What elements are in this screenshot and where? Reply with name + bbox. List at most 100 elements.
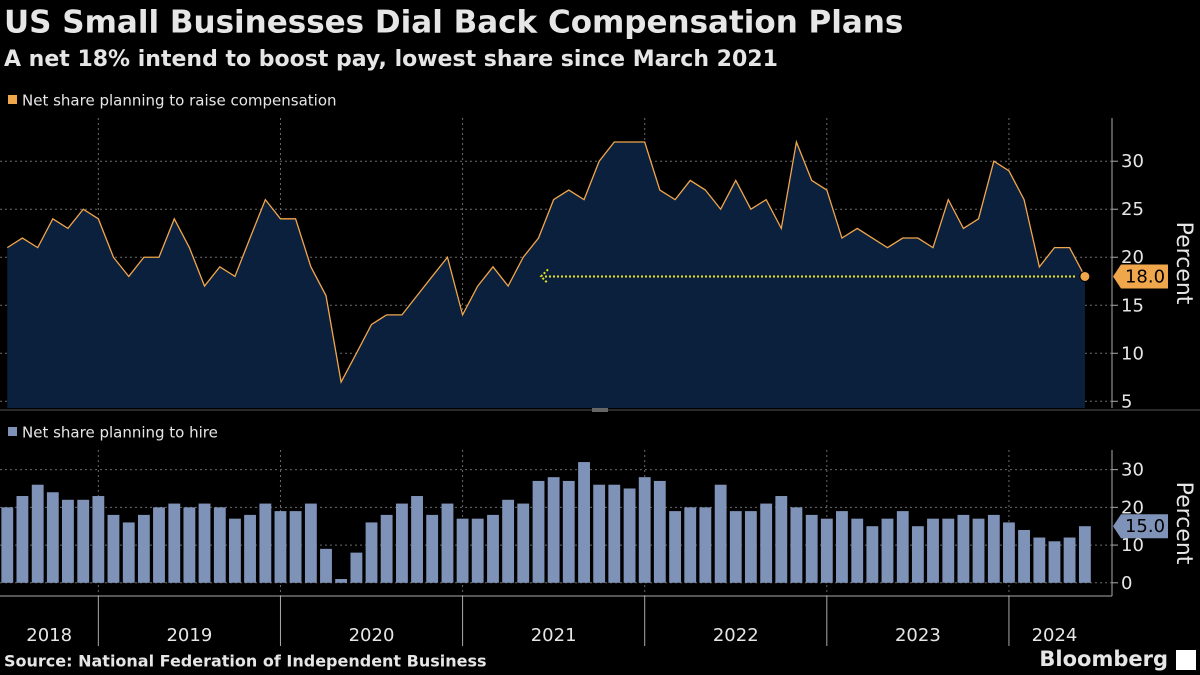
bar <box>289 511 302 583</box>
bar <box>1033 537 1046 583</box>
bar <box>547 477 560 583</box>
bar <box>229 518 241 583</box>
bar <box>335 579 348 583</box>
bar <box>836 511 848 583</box>
line <box>6 139 1086 385</box>
y-tick-label: 30 <box>1121 460 1144 481</box>
bar <box>775 496 788 583</box>
x-tick-label: 2023 <box>895 625 941 646</box>
y-tick-label: 5 <box>1121 391 1132 412</box>
chart-subtitle: A net 18% intend to boost pay, lowest sh… <box>4 47 778 72</box>
bar <box>942 518 955 583</box>
x-tick-label: 2024 <box>1032 625 1078 646</box>
last-point <box>1079 270 1091 282</box>
bar <box>365 522 378 583</box>
y-tick-label: 0 <box>1121 573 1132 594</box>
chart-title: US Small Businesses Dial Back Compensati… <box>4 5 903 41</box>
bar <box>851 518 864 583</box>
bar <box>760 503 773 583</box>
bar <box>471 518 484 583</box>
x-tick-label: 2020 <box>349 625 395 646</box>
bar <box>107 514 120 583</box>
bar <box>578 462 590 583</box>
bar <box>714 484 727 583</box>
value-label: 15.0 <box>1125 516 1165 537</box>
bar <box>213 507 226 583</box>
bar <box>927 518 939 583</box>
legend-swatch <box>8 427 17 436</box>
source-note: Source: National Federation of Independe… <box>4 652 487 671</box>
bar <box>987 514 1000 583</box>
bar <box>411 496 423 583</box>
legend-swatch <box>8 95 17 104</box>
bar <box>1078 526 1091 583</box>
bar <box>684 507 697 583</box>
bar <box>198 503 211 583</box>
bar <box>137 514 150 583</box>
bar <box>1003 522 1015 583</box>
bar <box>304 503 317 583</box>
bar <box>396 503 408 583</box>
bar <box>562 480 575 583</box>
x-tick-label: 2021 <box>531 625 577 646</box>
bar <box>441 503 454 583</box>
y-tick-label: 30 <box>1121 151 1144 172</box>
bar <box>320 548 332 583</box>
bar <box>77 499 90 583</box>
bar <box>866 526 879 583</box>
bar <box>820 518 833 583</box>
bar <box>183 507 196 583</box>
bar <box>881 518 894 583</box>
y-tick-label: 15 <box>1121 295 1144 316</box>
y-tick-label: 10 <box>1121 535 1144 556</box>
bar <box>1048 541 1061 583</box>
bar <box>517 503 530 583</box>
bar <box>62 499 74 583</box>
y-tick-label: 20 <box>1121 497 1144 518</box>
value-label-box <box>1113 264 1168 289</box>
bar <box>1018 529 1030 583</box>
bar <box>608 484 621 583</box>
bar <box>957 514 970 583</box>
panel-handle <box>592 408 608 412</box>
bar <box>1 507 14 583</box>
bar <box>168 503 181 583</box>
legend-label: Net share planning to hire <box>22 424 218 442</box>
y-tick-label: 10 <box>1121 343 1144 364</box>
y-tick-label: 20 <box>1121 247 1144 268</box>
x-tick-label: 2019 <box>166 625 212 646</box>
bar <box>16 496 29 583</box>
bar <box>1063 537 1076 583</box>
bar <box>153 507 165 583</box>
x-tick-label: 2022 <box>713 625 759 646</box>
bar <box>259 503 272 583</box>
bar <box>456 518 469 583</box>
area-fill <box>7 142 1085 408</box>
bar <box>790 507 803 583</box>
value-label: 18.0 <box>1125 266 1165 287</box>
bar <box>638 477 651 583</box>
bar <box>623 488 636 583</box>
bar <box>122 522 135 583</box>
y-tick-label: 25 <box>1121 199 1144 220</box>
value-label-box <box>1113 514 1168 539</box>
bar <box>46 492 59 583</box>
bar <box>244 514 256 583</box>
y-axis-label: Percent <box>1171 482 1196 565</box>
bar <box>487 514 499 583</box>
logo-icon <box>1176 650 1196 670</box>
bar <box>699 507 712 583</box>
bar <box>380 514 393 583</box>
x-tick-label: 2018 <box>26 625 72 646</box>
bar <box>653 480 666 583</box>
bar <box>744 511 757 583</box>
annotation-arrowhead <box>539 268 549 285</box>
bar <box>350 552 363 583</box>
bar <box>593 484 606 583</box>
bar <box>502 499 515 583</box>
bar <box>729 511 742 583</box>
logo-text: Bloomberg <box>1039 647 1168 671</box>
bar <box>911 526 924 583</box>
bar <box>669 511 682 583</box>
